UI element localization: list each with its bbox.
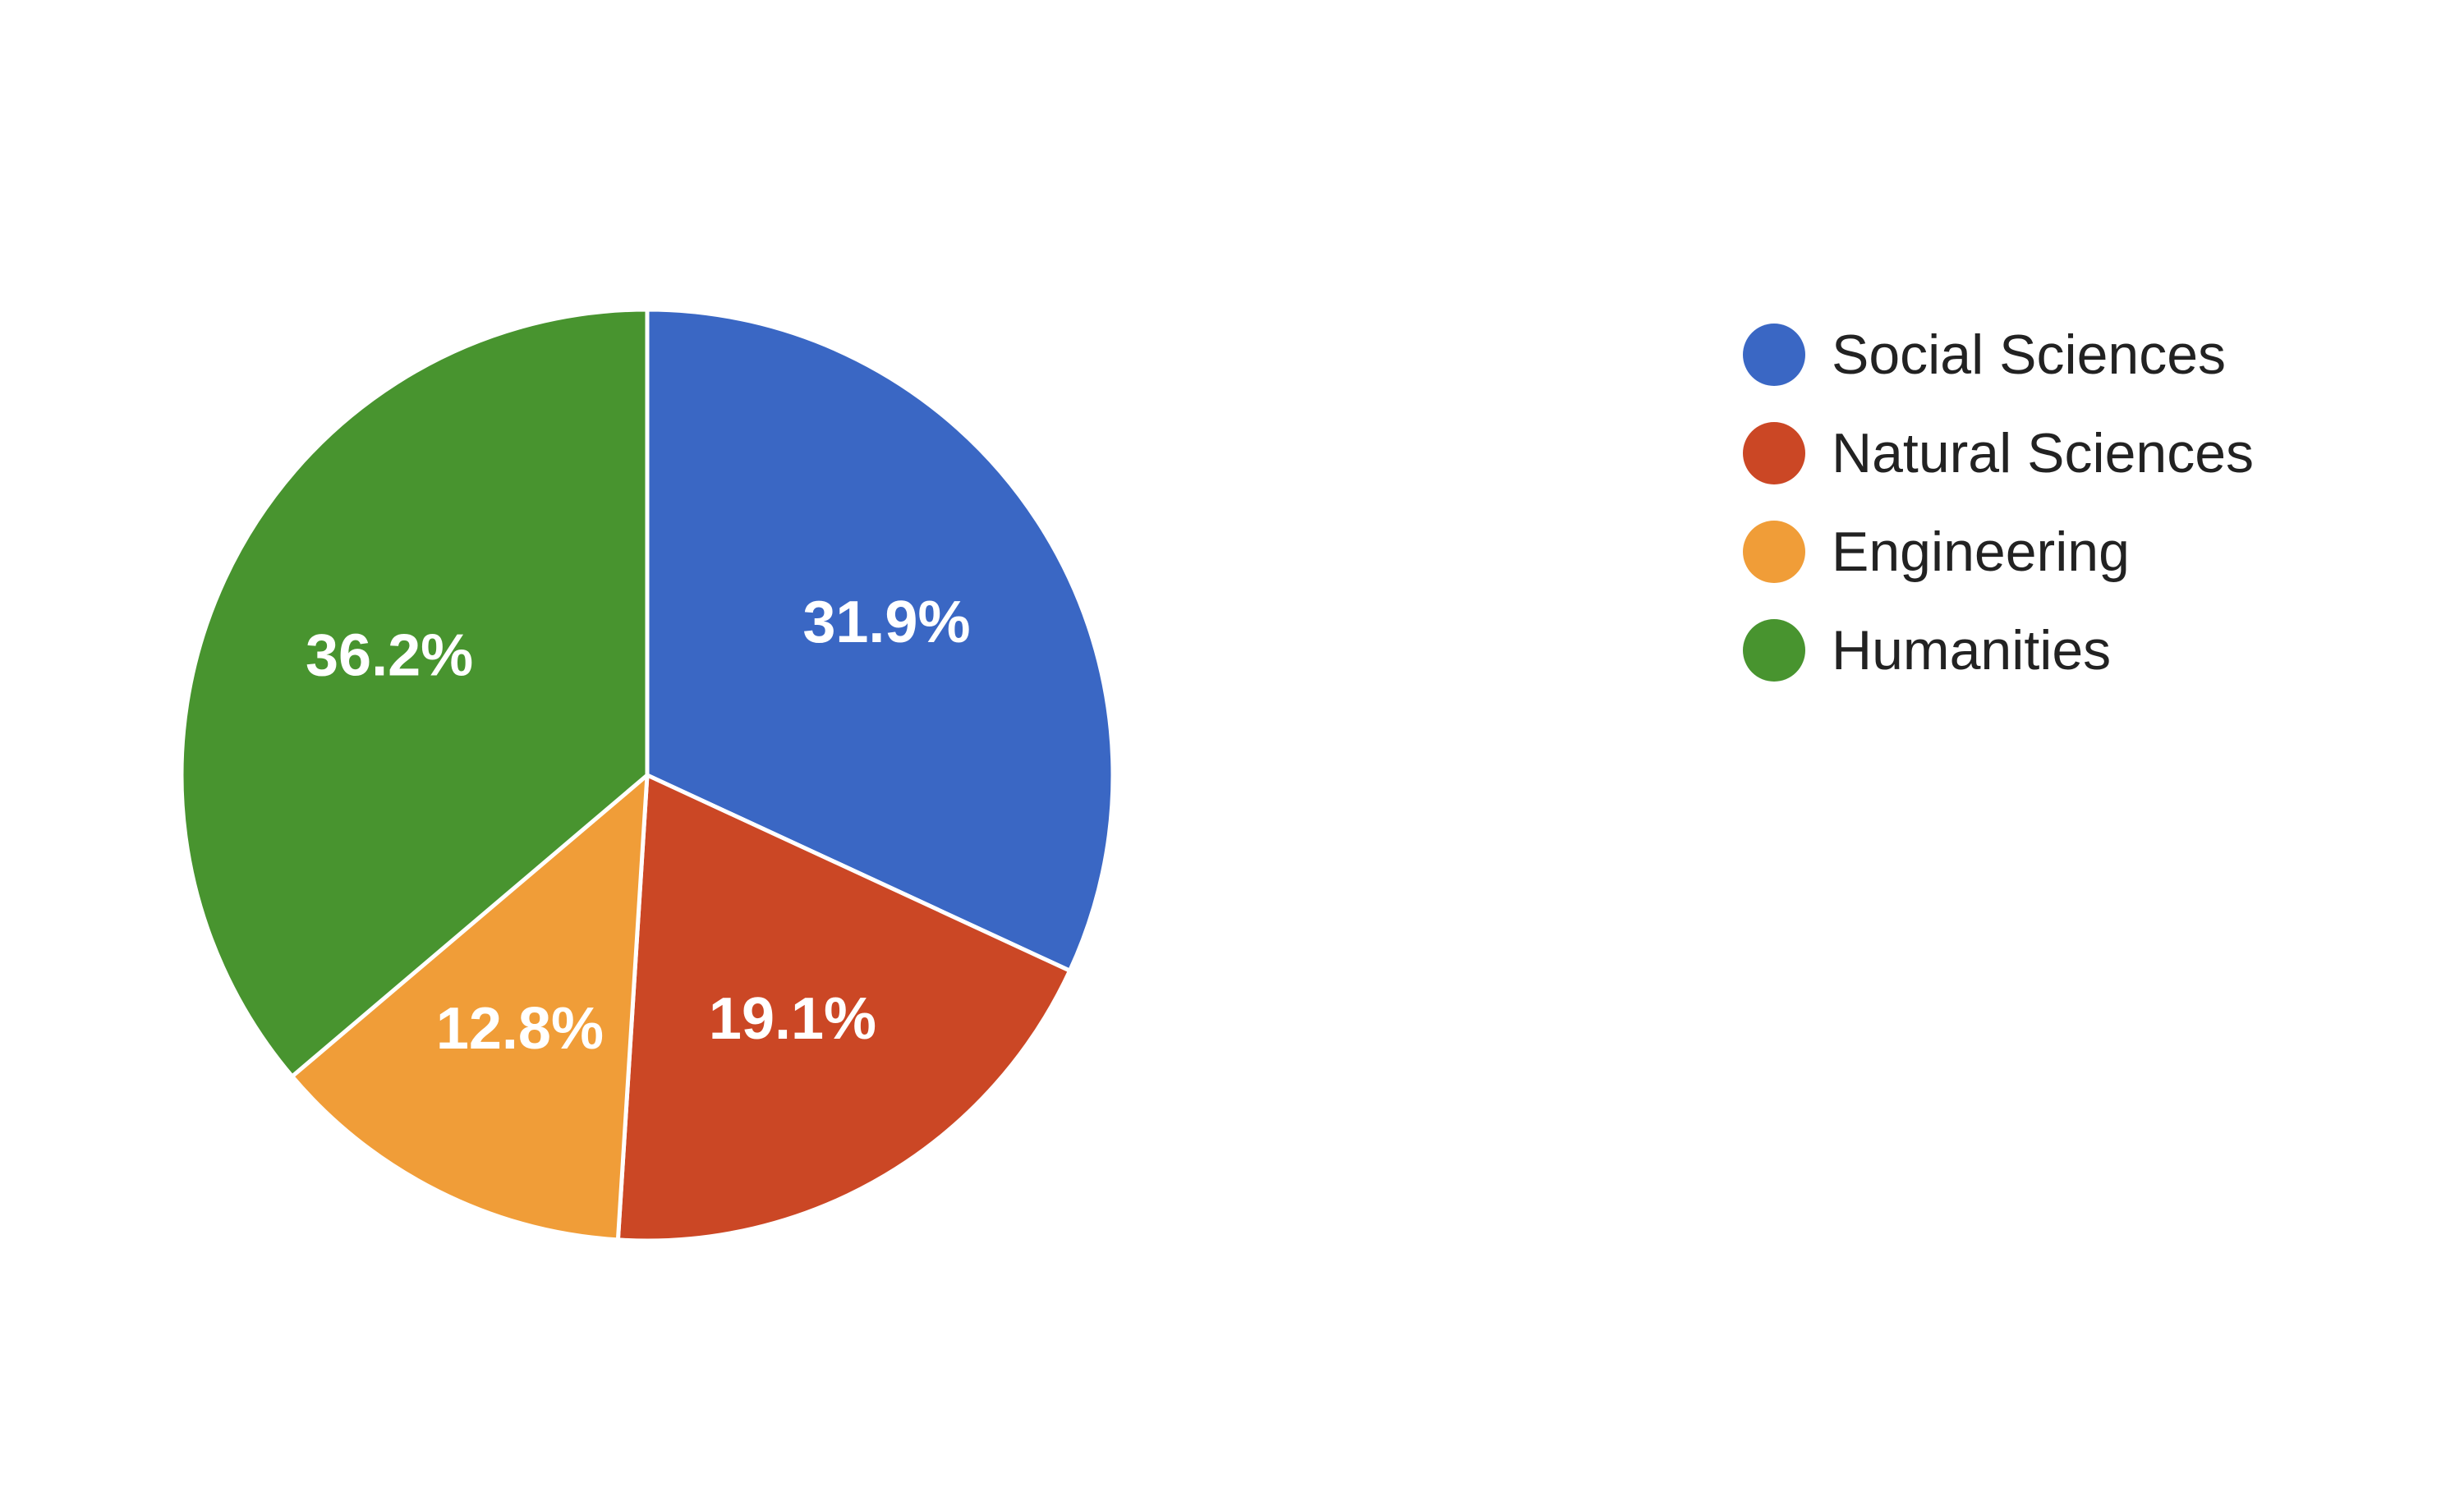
legend-item-natural-sciences: Natural Sciences (1743, 404, 2254, 503)
pie-slice-humanities (179, 307, 650, 1079)
legend-swatch-humanities (1743, 619, 1805, 682)
legend-label-social-sciences: Social Sciences (1832, 324, 2227, 386)
pie-slices (179, 307, 1115, 1243)
pie-slice-engineering (290, 773, 650, 1242)
slice-label-engineering: 12.8% (436, 996, 604, 1062)
legend-item-social-sciences: Social Sciences (1743, 305, 2254, 404)
legend-item-humanities: Humanities (1743, 601, 2254, 700)
pie-slice-natural-sciences (615, 773, 1073, 1243)
legend: Social Sciences Natural Sciences Engineeri… (1743, 305, 2254, 700)
legend-swatch-natural-sciences (1743, 422, 1805, 484)
legend-label-humanities: Humanities (1832, 619, 2112, 682)
legend-label-natural-sciences: Natural Sciences (1832, 422, 2255, 484)
legend-label-engineering: Engineering (1832, 521, 2130, 583)
slice-label-humanities: 36.2% (306, 623, 473, 689)
slice-label-natural-sciences: 19.1% (709, 986, 876, 1052)
pie-slice-social-sciences (645, 307, 1115, 973)
slice-label-social-sciences: 31.9% (802, 590, 970, 655)
legend-swatch-social-sciences (1743, 324, 1805, 386)
pie-slice-labels: 31.9% 19.1% 12.8% 36.2% (306, 590, 970, 1062)
legend-swatch-engineering (1743, 521, 1805, 583)
legend-item-engineering: Engineering (1743, 503, 2254, 601)
